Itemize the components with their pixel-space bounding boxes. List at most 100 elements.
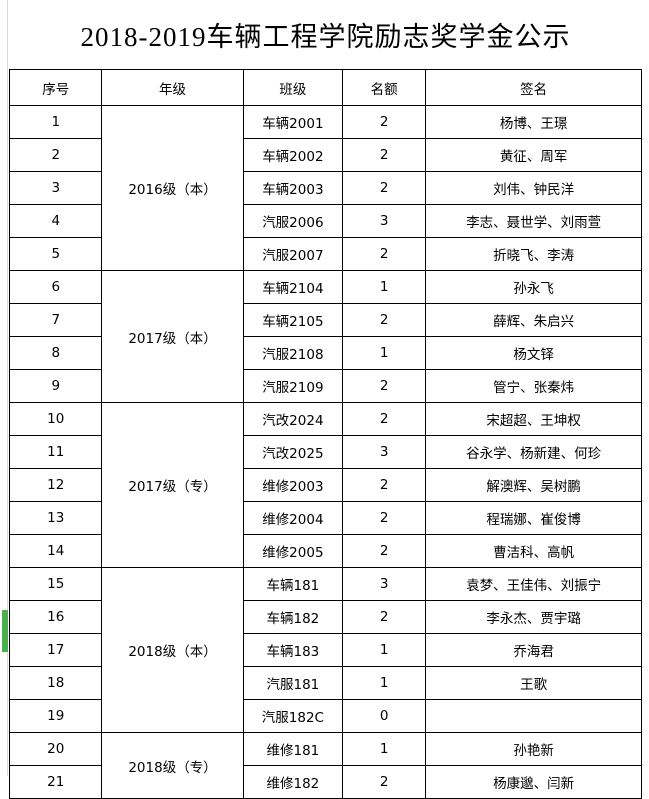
cell-class[interactable]: 维修182 (242, 765, 344, 799)
cell-quota[interactable]: 2 (342, 303, 427, 337)
cell-index[interactable]: 1 (8, 105, 103, 139)
cell-signature[interactable]: 李永杰、贾宇璐 (425, 600, 642, 634)
cell-class[interactable]: 车辆183 (242, 633, 344, 667)
cell-index[interactable]: 7 (8, 303, 103, 337)
cell-signature[interactable]: 折晓飞、李涛 (425, 237, 642, 271)
column-header-class: 班级 (242, 69, 344, 106)
cell-index[interactable]: 15 (8, 567, 103, 601)
cell-signature[interactable]: 孙永飞 (425, 270, 642, 304)
cell-quota[interactable]: 0 (342, 699, 427, 733)
table-row: 13 维修2004 2 程瑞娜、崔俊博 (8, 501, 642, 535)
cell-quota[interactable]: 3 (342, 204, 427, 238)
cell-class[interactable]: 汽改2025 (242, 435, 344, 469)
cell-quota[interactable]: 2 (342, 534, 427, 568)
cell-class[interactable]: 车辆2104 (242, 270, 344, 304)
table-row: 14 维修2005 2 曹洁科、高帆 (8, 534, 642, 568)
cell-index[interactable]: 18 (8, 666, 103, 700)
scroll-position-marker[interactable] (2, 610, 8, 652)
cell-quota[interactable]: 1 (342, 633, 427, 667)
cell-signature[interactable]: 李志、聂世学、刘雨萱 (425, 204, 642, 238)
table-row: 16 车辆182 2 李永杰、贾宇璐 (8, 600, 642, 634)
cell-signature[interactable]: 程瑞娜、崔俊博 (425, 501, 642, 535)
cell-signature[interactable]: 薛辉、朱启兴 (425, 303, 642, 337)
cell-quota[interactable]: 2 (342, 402, 427, 436)
cell-signature[interactable]: 袁梦、王佳伟、刘振宁 (425, 567, 642, 601)
cell-grade[interactable]: 2018级（专） (101, 732, 244, 799)
cell-grade[interactable]: 2016级（本） (101, 105, 244, 271)
table-row: 10 2017级（专） 汽改2024 2 宋超超、王坤权 (8, 402, 642, 568)
table-row: 20 2018级（专） 维修181 1 孙艳新 (8, 732, 642, 799)
cell-signature[interactable]: 乔海君 (425, 633, 642, 667)
cell-index[interactable]: 10 (8, 402, 103, 436)
cell-index[interactable]: 3 (8, 171, 103, 205)
cell-signature[interactable]: 解澳辉、吴树鹏 (425, 468, 642, 502)
cell-index[interactable]: 2 (8, 138, 103, 172)
cell-quota[interactable]: 1 (342, 666, 427, 700)
cell-quota[interactable]: 2 (342, 765, 427, 799)
cell-quota[interactable]: 2 (342, 369, 427, 403)
cell-quota[interactable]: 2 (342, 105, 427, 139)
cell-index[interactable]: 12 (8, 468, 103, 502)
cell-signature[interactable]: 管宁、张秦炜 (425, 369, 642, 403)
title-row: 2018-2019车辆工程学院励志奖学金公示 (9, 0, 642, 69)
cell-class[interactable]: 车辆181 (242, 567, 344, 601)
cell-signature[interactable]: 王歌 (425, 666, 642, 700)
cell-index[interactable]: 8 (8, 336, 103, 370)
cell-grade[interactable]: 2017级（专） (101, 402, 244, 568)
cell-signature[interactable]: 孙艳新 (425, 732, 642, 766)
cell-class[interactable]: 维修2004 (242, 501, 344, 535)
table-row: 5 汽服2007 2 折晓飞、李涛 (8, 237, 642, 271)
cell-index[interactable]: 5 (8, 237, 103, 271)
cell-quota[interactable]: 1 (342, 732, 427, 766)
cell-index[interactable]: 14 (8, 534, 103, 568)
cell-class[interactable]: 车辆2001 (242, 105, 344, 139)
cell-class[interactable]: 车辆2105 (242, 303, 344, 337)
cell-class[interactable]: 维修181 (242, 732, 344, 766)
cell-index[interactable]: 20 (8, 732, 103, 766)
cell-quota[interactable]: 2 (342, 138, 427, 172)
cell-class[interactable]: 车辆182 (242, 600, 344, 634)
cell-signature[interactable]: 宋超超、王坤权 (425, 402, 642, 436)
cell-class[interactable]: 汽服181 (242, 666, 344, 700)
cell-grade[interactable]: 2017级（本） (101, 270, 244, 403)
cell-quota[interactable]: 3 (342, 435, 427, 469)
cell-class[interactable]: 汽服2007 (242, 237, 344, 271)
cell-class[interactable]: 维修2003 (242, 468, 344, 502)
cell-signature[interactable]: 黄征、周军 (425, 138, 642, 172)
cell-index[interactable]: 17 (8, 633, 103, 667)
cell-class[interactable]: 汽服2006 (242, 204, 344, 238)
cell-index[interactable]: 4 (8, 204, 103, 238)
cell-quota[interactable]: 2 (342, 171, 427, 205)
cell-signature[interactable]: 谷永学、杨新建、何珍 (425, 435, 642, 469)
cell-index[interactable]: 19 (8, 699, 103, 733)
cell-index[interactable]: 21 (8, 765, 103, 799)
cell-quota[interactable]: 2 (342, 600, 427, 634)
cell-index[interactable]: 16 (8, 600, 103, 634)
cell-signature[interactable]: 杨文铎 (425, 336, 642, 370)
cell-index[interactable]: 9 (8, 369, 103, 403)
cell-quota[interactable]: 3 (342, 567, 427, 601)
cell-quota[interactable]: 2 (342, 468, 427, 502)
left-scroll-gutter[interactable] (0, 0, 8, 776)
cell-class[interactable]: 汽服2108 (242, 336, 344, 370)
cell-class[interactable]: 汽改2024 (242, 402, 344, 436)
column-header-grade: 年级 (101, 69, 244, 106)
cell-class[interactable]: 维修2005 (242, 534, 344, 568)
cell-signature[interactable]: 杨博、王璟 (425, 105, 642, 139)
cell-index[interactable]: 13 (8, 501, 103, 535)
cell-grade[interactable]: 2018级（本） (101, 567, 244, 733)
cell-quota[interactable]: 1 (342, 336, 427, 370)
cell-quota[interactable]: 1 (342, 270, 427, 304)
cell-class[interactable]: 汽服2109 (242, 369, 344, 403)
cell-class[interactable]: 车辆2002 (242, 138, 344, 172)
cell-signature[interactable]: 杨康邈、闫新 (425, 765, 642, 799)
cell-class[interactable]: 车辆2003 (242, 171, 344, 205)
cell-index[interactable]: 11 (8, 435, 103, 469)
cell-class[interactable]: 汽服182C (242, 699, 344, 733)
cell-signature[interactable]: 曹洁科、高帆 (425, 534, 642, 568)
cell-quota[interactable]: 2 (342, 237, 427, 271)
cell-index[interactable]: 6 (8, 270, 103, 304)
cell-signature[interactable]: 刘伟、钟民洋 (425, 171, 642, 205)
cell-signature-empty[interactable] (425, 699, 642, 733)
cell-quota[interactable]: 2 (342, 501, 427, 535)
